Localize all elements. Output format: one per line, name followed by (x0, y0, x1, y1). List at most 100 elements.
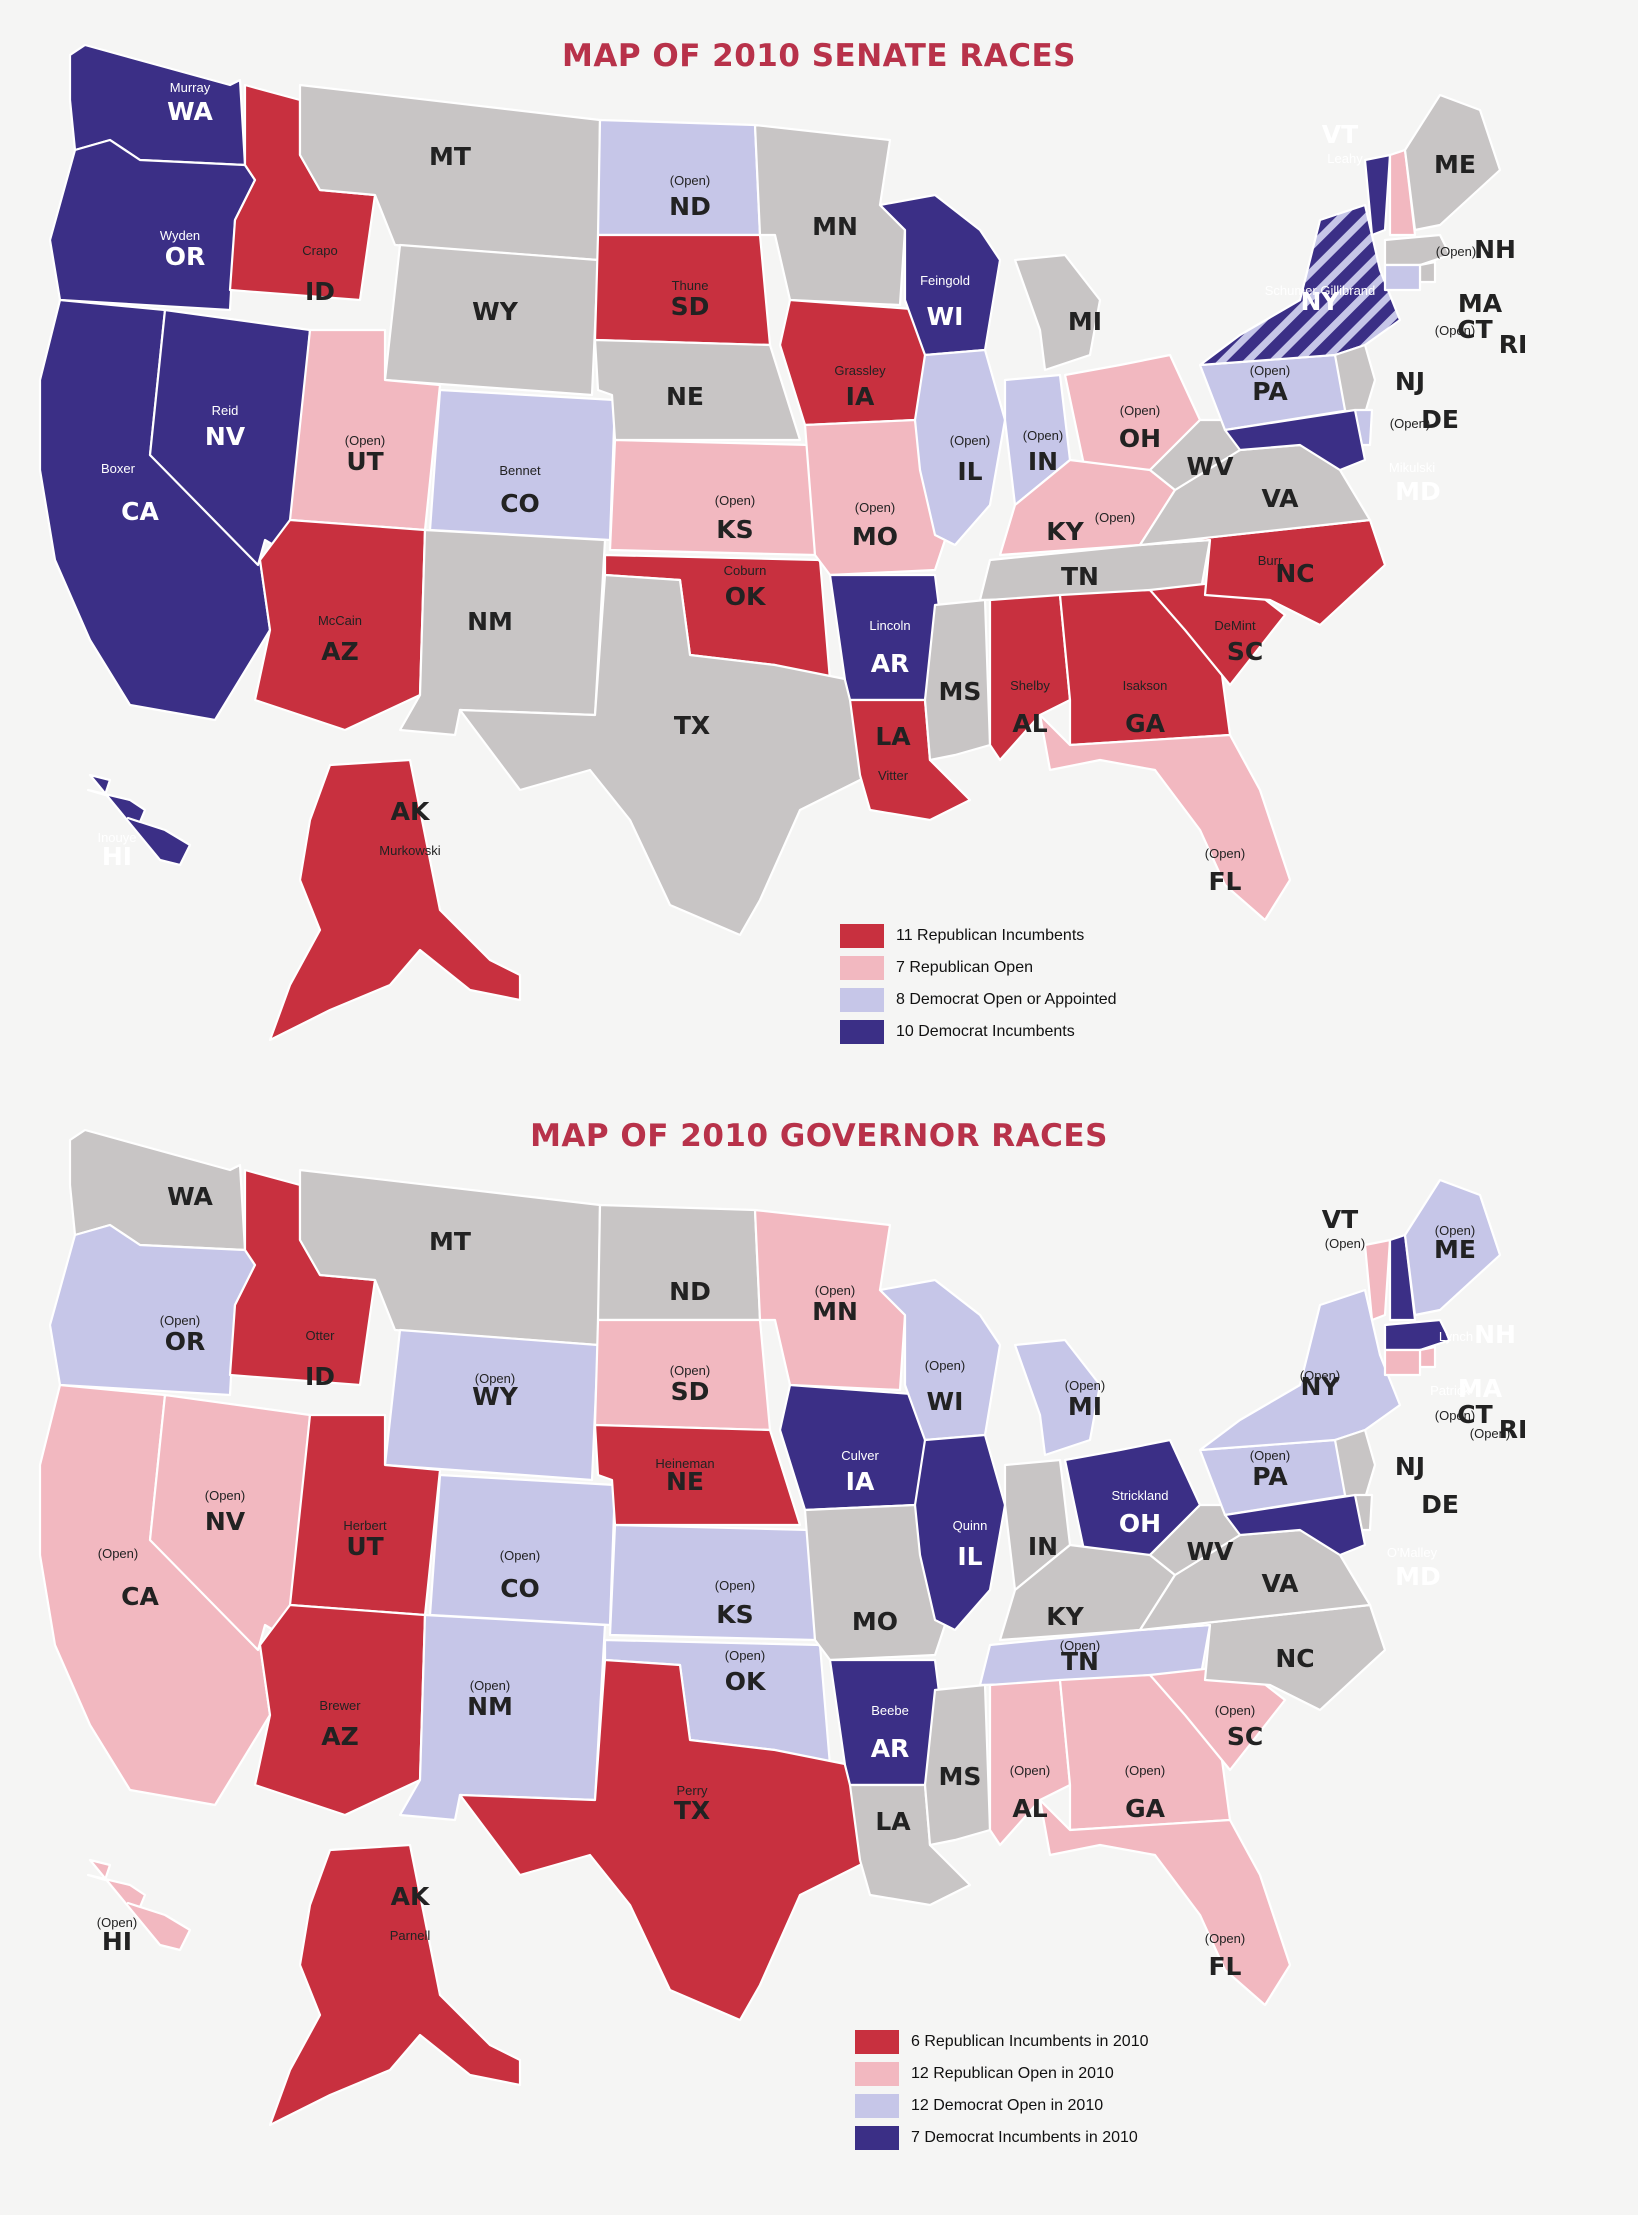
state-nh (1388, 1233, 1417, 1322)
state-note-sd: (Open) (670, 1363, 710, 1378)
governor-legend: 6 Republican Incumbents in 2010 12 Repub… (855, 2026, 1149, 2154)
legend-swatch (855, 2126, 899, 2150)
state-label-ct: CT (1457, 315, 1492, 344)
state-label-ky: KY (1046, 1602, 1084, 1631)
state-label-la: LA (875, 1807, 911, 1836)
state-note-ky: (Open) (1095, 510, 1135, 525)
state-label-il: IL (957, 1542, 982, 1571)
state-wy (383, 243, 600, 397)
state-label-mo: MO (852, 1607, 898, 1636)
legend-swatch (855, 2030, 899, 2054)
state-note-ma: Patrick (1430, 1383, 1470, 1398)
state-label-ok: OK (725, 1667, 767, 1696)
state-hi (86, 773, 192, 867)
state-tn (978, 538, 1212, 602)
state-note-wy: (Open) (475, 1371, 515, 1386)
state-note-ok: Coburn (724, 563, 767, 578)
state-label-mo: MO (852, 522, 898, 551)
state-label-tx: TX (674, 1796, 710, 1825)
state-label-ca: CA (121, 1582, 159, 1611)
state-ak (268, 758, 522, 1042)
state-note-la: Vitter (878, 768, 909, 783)
state-note-il: (Open) (950, 433, 990, 448)
state-ks (608, 1523, 817, 1642)
state-label-ga: GA (1125, 709, 1166, 738)
legend-swatch (855, 2094, 899, 2118)
state-vt (1363, 153, 1392, 237)
state-label-ms: MS (939, 1762, 982, 1791)
governor-map-title: MAP OF 2010 GOVERNOR RACES (530, 1118, 1108, 1154)
state-label-sd: SD (671, 1377, 710, 1406)
state-note-pa: (Open) (1250, 363, 1290, 378)
state-ms (923, 598, 992, 762)
state-note-ca: Boxer (101, 461, 136, 476)
state-label-ks: KS (716, 1600, 753, 1629)
state-label-nm: NM (467, 607, 513, 636)
state-label-ny: NY (1300, 1372, 1340, 1401)
state-note-ia: Grassley (834, 363, 886, 378)
state-nm (398, 1613, 607, 1822)
state-label-ia: IA (846, 1467, 875, 1496)
state-note-de: (Open) (1390, 416, 1430, 431)
state-ms (923, 1683, 992, 1847)
state-note-hi: (Open) (97, 1915, 137, 1930)
state-ny (1198, 1288, 1402, 1452)
state-or (48, 1223, 257, 1397)
state-note-nv: Reid (212, 403, 239, 418)
state-label-nd: ND (669, 1277, 711, 1306)
state-label-or: OR (165, 1327, 206, 1356)
state-note-nh: (Open) (1436, 244, 1476, 259)
state-il (913, 1433, 1007, 1632)
governor-legend-item: 12 Republican Open in 2010 (855, 2058, 1149, 2090)
state-label-ok: OK (725, 582, 767, 611)
state-label-va: VA (1262, 484, 1300, 513)
state-note-hi: Inouye (97, 830, 136, 845)
governor-legend-item: 12 Democrat Open in 2010 (855, 2090, 1149, 2122)
state-note-vt: (Open) (1325, 1236, 1365, 1251)
state-ar (828, 1658, 942, 1787)
state-note-ny: (Open) (1300, 1368, 1340, 1383)
state-label-mi: MI (1068, 307, 1102, 336)
state-label-co: CO (500, 1574, 540, 1603)
state-label-de: DE (1421, 1490, 1459, 1519)
state-note-ca: (Open) (98, 1546, 138, 1561)
state-note-mo: (Open) (855, 500, 895, 515)
state-vt (1363, 1238, 1392, 1322)
state-note-tx: Perry (676, 1783, 708, 1798)
state-ct (1383, 1348, 1422, 1377)
state-label-vt: VT (1322, 120, 1358, 149)
legend-label: 12 Republican Open in 2010 (911, 2065, 1114, 2082)
state-label-ar: AR (871, 649, 910, 678)
state-note-oh: Strickland (1111, 1488, 1168, 1503)
legend-label: 10 Democrat Incumbents (896, 1023, 1075, 1040)
state-label-me: ME (1434, 1235, 1476, 1264)
state-label-il: IL (957, 457, 982, 486)
legend-label: 7 Democrat Incumbents in 2010 (911, 2129, 1138, 2146)
state-ct (1383, 263, 1422, 292)
state-note-il: Quinn (953, 1518, 988, 1533)
legend-swatch (855, 2062, 899, 2086)
state-note-me: (Open) (1435, 1223, 1475, 1238)
state-label-md: MD (1395, 477, 1441, 506)
state-label-in: IN (1028, 1532, 1058, 1561)
legend-label: 6 Republican Incumbents in 2010 (911, 2033, 1149, 2050)
state-label-or: OR (165, 242, 206, 271)
state-label-nj: NJ (1395, 367, 1425, 396)
state-label-sc: SC (1227, 637, 1263, 666)
state-note-ri: (Open) (1470, 1426, 1510, 1441)
legend-label: 8 Democrat Open or Appointed (896, 991, 1117, 1008)
state-label-ny: NY (1300, 287, 1340, 316)
state-ny (1198, 203, 1402, 367)
state-label-wi: WI (927, 302, 964, 331)
state-note-ut: (Open) (345, 433, 385, 448)
state-label-al: AL (1012, 709, 1047, 738)
state-mn (753, 1208, 907, 1392)
state-label-wv: WV (1187, 1537, 1235, 1566)
governor-legend-item: 6 Republican Incumbents in 2010 (855, 2026, 1149, 2058)
state-note-or: (Open) (160, 1313, 200, 1328)
senate-legend-item: 11 Republican Incumbents (840, 920, 1117, 952)
state-label-id: ID (305, 1362, 335, 1391)
state-label-nj: NJ (1395, 1452, 1425, 1481)
